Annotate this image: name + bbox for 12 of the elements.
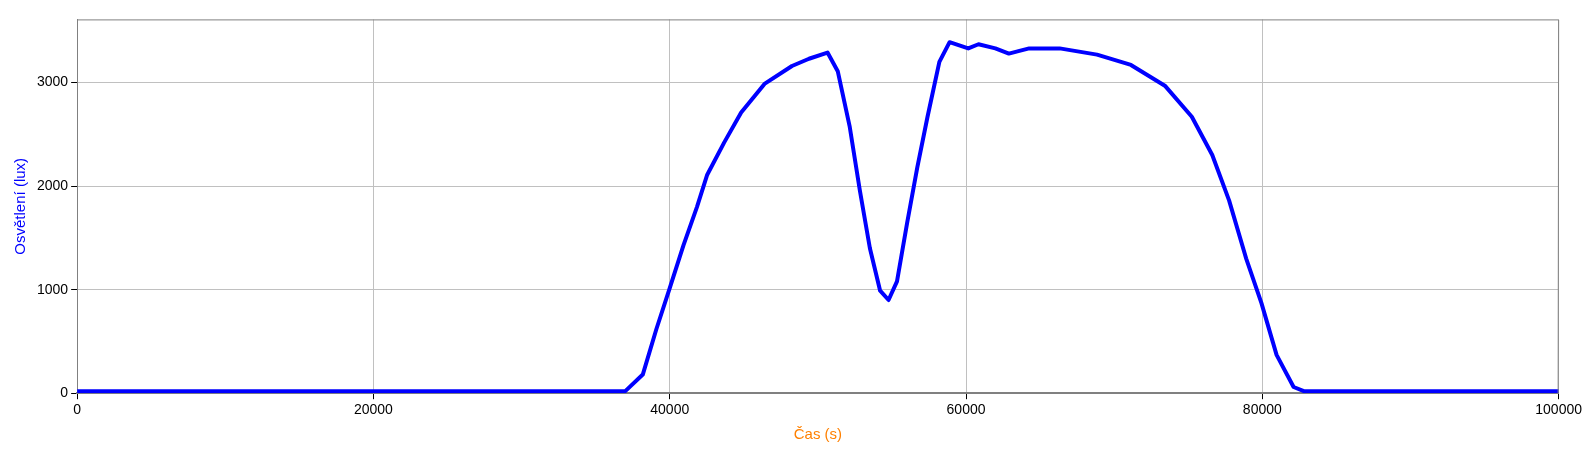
x-axis-title: Čas (s) bbox=[793, 425, 843, 443]
x-tick-label: 0 bbox=[73, 401, 82, 418]
x-tick-label: 60000 bbox=[946, 401, 986, 418]
x-tick-label: 40000 bbox=[650, 401, 690, 418]
y-axis-title: Osvětlení (lux) bbox=[11, 157, 29, 255]
x-tick-label: 100000 bbox=[1535, 401, 1583, 418]
y-tick-label: 3000 bbox=[36, 73, 69, 90]
y-tick-label: 0 bbox=[60, 384, 69, 401]
x-tick-label: 20000 bbox=[353, 401, 394, 418]
y-tick-label: 1000 bbox=[36, 280, 69, 297]
y-tick-label: 2000 bbox=[36, 176, 69, 193]
x-tick-label: 80000 bbox=[1242, 401, 1283, 418]
